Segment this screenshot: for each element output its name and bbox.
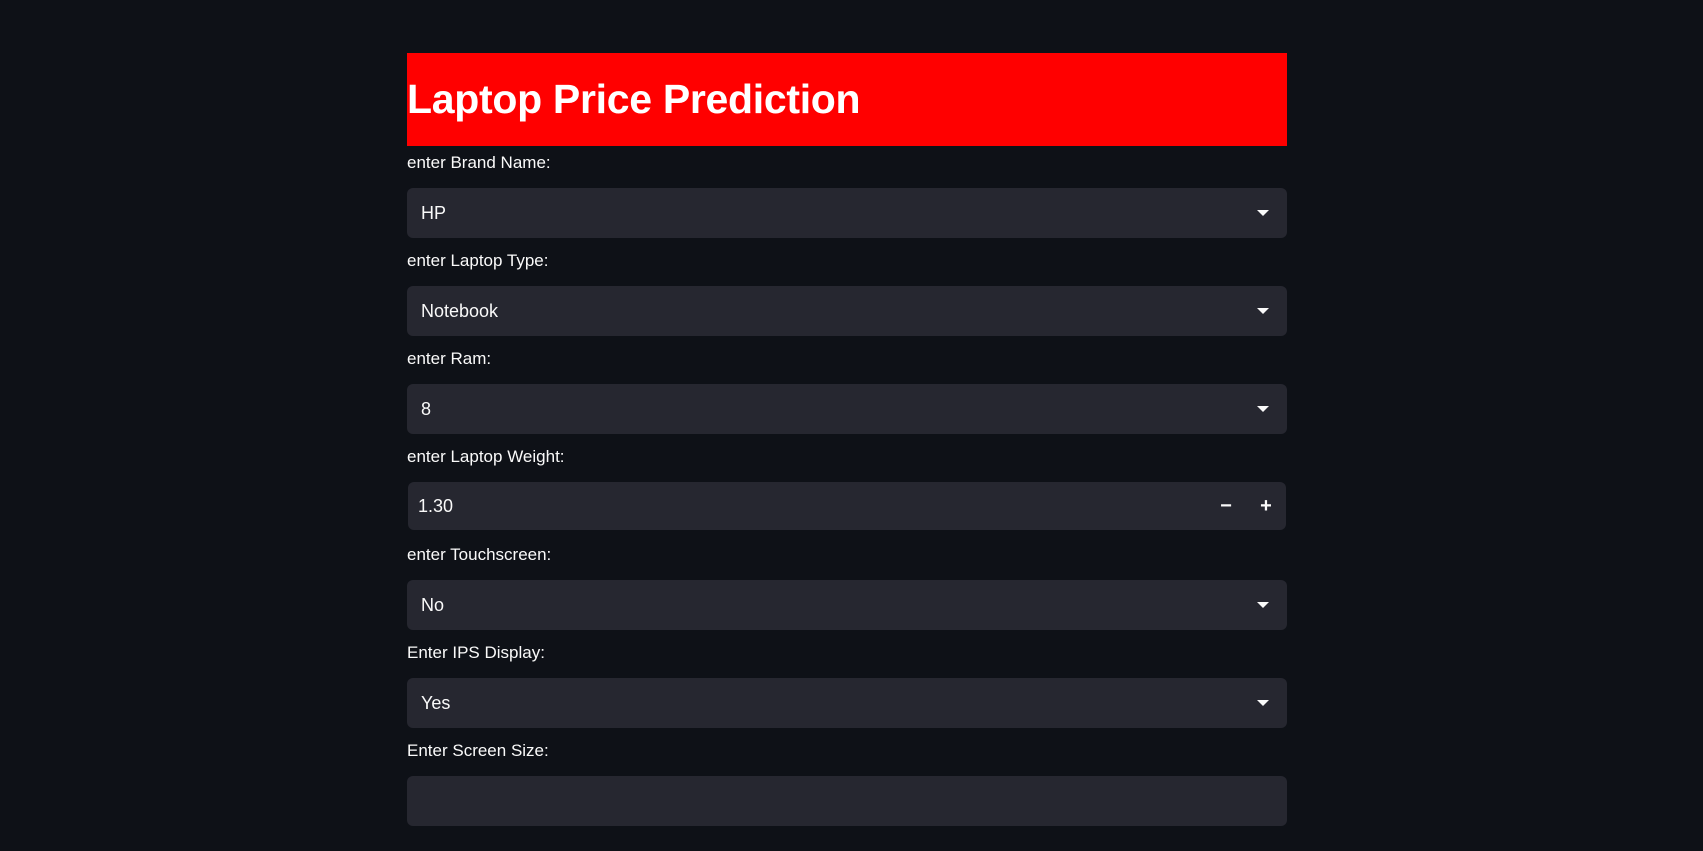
ips-select-value: Yes [421,692,451,713]
ram-label: enter Ram: [407,349,492,368]
chevron-down-icon[interactable] [1257,406,1269,412]
ram-select[interactable]: 8 [407,384,1287,434]
minus-icon[interactable]: − [1220,494,1232,517]
touchscreen-field: enter Touchscreen: No [407,538,1287,630]
brand-select-value: HP [421,202,447,223]
brand-field: enter Brand Name: HP [407,146,1287,238]
touchscreen-select-value: No [421,594,445,615]
ips-select[interactable]: Yes [407,678,1287,728]
weight-field: enter Laptop Weight: − + [407,440,1287,530]
brand-select[interactable]: HP [407,188,1287,238]
main-content: Laptop Price Prediction enter Brand Name… [407,53,1287,826]
chevron-down-icon[interactable] [1257,602,1269,608]
touchscreen-select[interactable]: No [407,580,1287,630]
page-title: Laptop Price Prediction [407,76,861,122]
type-field: enter Laptop Type: Notebook [407,244,1287,336]
chevron-down-icon[interactable] [1257,308,1269,314]
screen-size-label: Enter Screen Size: [407,741,549,760]
type-select-value: Notebook [421,300,499,321]
touchscreen-label: enter Touchscreen: [407,545,552,564]
chevron-down-icon[interactable] [1257,700,1269,706]
chevron-down-icon[interactable] [1257,210,1269,216]
ips-label: Enter IPS Display: [407,643,545,662]
brand-label: enter Brand Name: [407,153,551,172]
ram-field: enter Ram: 8 [407,342,1287,434]
weight-number-input: − + [408,482,1286,530]
screen-size-input[interactable] [407,776,1287,826]
ips-field: Enter IPS Display: Yes [407,636,1287,728]
screen-size-field: Enter Screen Size: [407,734,1287,826]
ram-select-value: 8 [421,398,432,419]
type-label: enter Laptop Type: [407,251,549,270]
title-banner: Laptop Price Prediction [407,53,1287,146]
weight-input[interactable] [408,494,1206,518]
plus-icon[interactable]: + [1260,494,1272,517]
weight-label: enter Laptop Weight: [407,447,565,466]
type-select[interactable]: Notebook [407,286,1287,336]
